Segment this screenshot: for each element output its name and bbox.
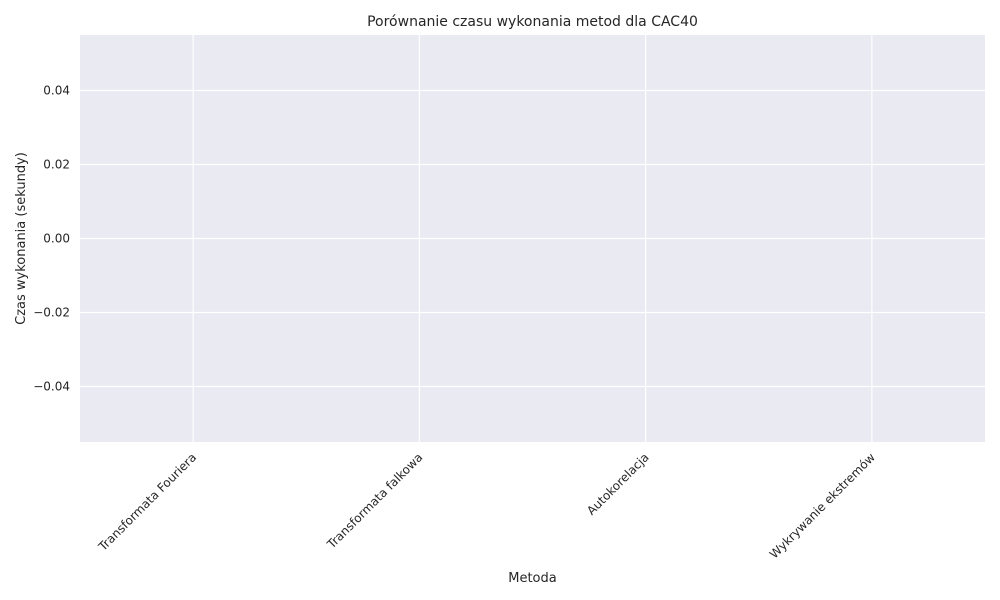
- y-tick-label: −0.02: [33, 306, 70, 320]
- x-tick-label: Transformata Fouriera: [95, 450, 199, 554]
- y-tick-label: 0.00: [43, 232, 70, 246]
- y-gridlines: [80, 89, 985, 388]
- x-gridlines: [192, 35, 873, 442]
- y-tick-label: −0.04: [33, 380, 70, 394]
- y-tick-label: 0.02: [43, 158, 70, 172]
- y-tick-label: 0.04: [43, 84, 70, 98]
- x-tick-label: Autokorelacja: [584, 450, 652, 518]
- x-tick-labels: Transformata Fouriera Transformata falkow…: [95, 450, 878, 561]
- x-tick-label: Transformata falkowa: [324, 450, 426, 552]
- chart-title: Porównanie czasu wykonania metod dla CAC…: [367, 14, 698, 30]
- x-tick-label: Wykrywanie ekstremów: [767, 450, 878, 561]
- x-axis-label: Metoda: [508, 571, 556, 586]
- y-tick-labels: 0.04 0.02 0.00 −0.02 −0.04: [33, 84, 70, 394]
- y-axis-label: Czas wykonania (sekundy): [14, 152, 29, 325]
